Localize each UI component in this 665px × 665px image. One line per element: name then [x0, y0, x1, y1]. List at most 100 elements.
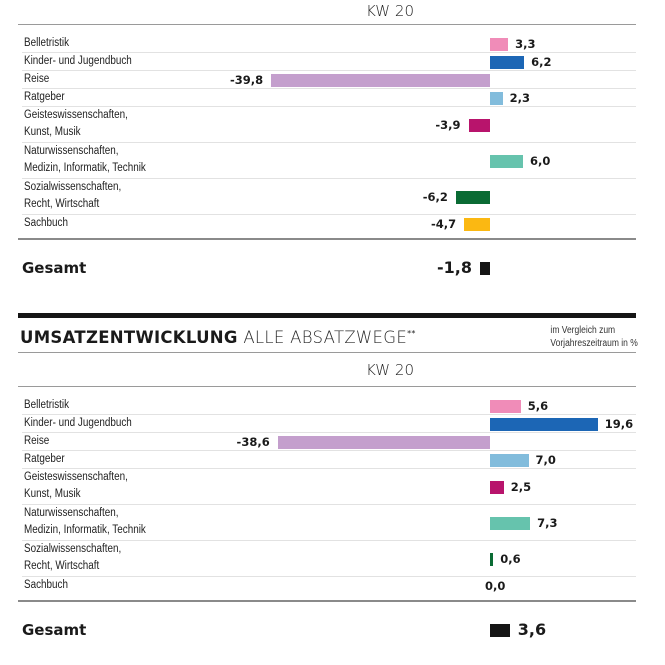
value-label: 0,6 — [500, 551, 521, 566]
bar — [490, 417, 598, 431]
value-label: 6,0 — [530, 153, 551, 168]
category-label-line: Kinder- und Jugendbuch — [24, 55, 132, 67]
value-label: -6,2 — [422, 189, 448, 204]
value-label: -39,8 — [229, 72, 264, 87]
section-separator — [18, 313, 636, 318]
period-label: KW 20 — [366, 2, 414, 20]
row-divider — [22, 414, 636, 415]
category-label-line: Sachbuch — [24, 579, 68, 591]
bar — [271, 73, 490, 87]
bar — [464, 217, 490, 231]
bar — [490, 552, 494, 566]
value-label: 7,3 — [537, 515, 558, 530]
category-label: Kinder- und Jugendbuch — [24, 53, 132, 70]
value-label: 2,5 — [510, 479, 532, 494]
bar — [468, 118, 490, 132]
period-label: KW 20 — [366, 361, 414, 379]
row-divider — [22, 214, 636, 215]
header-rule — [18, 24, 636, 25]
category-label: Reise — [24, 71, 49, 88]
value-label: -3,9 — [435, 117, 461, 132]
category-label-line: Kunst, Musik — [24, 488, 81, 500]
bar — [490, 453, 529, 467]
category-label: Sachbuch — [24, 215, 68, 232]
category-label: Sozialwissenschaften, Recht, Wirtschaft — [24, 541, 121, 575]
row-divider — [22, 178, 636, 179]
category-label-line: Sozialwissenschaften, — [24, 543, 122, 555]
category-label: Kinder- und Jugendbuch — [24, 415, 132, 432]
value-label: 2,3 — [509, 90, 531, 105]
bar — [490, 399, 521, 413]
row-divider — [22, 88, 636, 89]
category-label-line: Naturwissenschaften, — [24, 507, 119, 519]
bar — [277, 435, 490, 449]
category-label: Belletristik — [24, 397, 69, 414]
category-label: Ratgeber — [24, 89, 65, 106]
row-divider — [22, 450, 636, 451]
category-label-line: Belletristik — [24, 37, 70, 49]
note-line-1: im Vergleich zum — [550, 325, 616, 336]
category-label: Reise — [24, 433, 49, 450]
value-label: 6,2 — [531, 54, 552, 69]
category-label: Sachbuch — [24, 577, 68, 594]
row-divider — [22, 540, 636, 541]
row-divider — [22, 106, 636, 107]
row-divider — [22, 70, 636, 71]
category-label-line: Naturwissenschaften, — [24, 145, 119, 157]
category-label-line: Medizin, Informatik, Technik — [24, 162, 146, 174]
category-label: Belletristik — [24, 35, 69, 52]
category-label: Naturwissenschaften, Medizin, Informatik,… — [24, 505, 146, 539]
footer-rule — [18, 600, 636, 602]
category-label: Ratgeber — [24, 451, 65, 468]
category-label-line: Recht, Wirtschaft — [24, 198, 100, 210]
value-label: 19,6 — [604, 416, 634, 431]
category-label-line: Geisteswissenschaften, — [24, 109, 128, 121]
category-label-line: Sozialwissenschaften, — [24, 181, 122, 193]
total-bar — [480, 262, 490, 275]
category-label: Geisteswissenschaften, Kunst, Musik — [24, 107, 128, 141]
category-label-line: Medizin, Informatik, Technik — [24, 524, 146, 536]
category-label-line: Ratgeber — [24, 91, 65, 103]
value-label: 0,0 — [485, 578, 506, 593]
category-label-line: Kunst, Musik — [24, 126, 81, 138]
note-line-2: Vorjahreszeitraum in % — [550, 338, 638, 349]
title-light: ALLE ABSATZWEGE — [243, 328, 408, 347]
comparison-note: im Vergleich zum Vorjahreszeitraum in % — [551, 324, 638, 350]
row-divider — [22, 504, 636, 505]
category-label: Geisteswissenschaften, Kunst, Musik — [24, 469, 128, 503]
category-label-line: Sachbuch — [24, 217, 68, 229]
row-divider — [22, 142, 636, 143]
bar — [490, 154, 523, 168]
category-label: Naturwissenschaften, Medizin, Informatik,… — [24, 143, 146, 177]
category-label-line: Geisteswissenschaften, — [24, 471, 128, 483]
total-bar — [490, 624, 510, 637]
category-label: Sozialwissenschaften, Recht, Wirtschaft — [24, 179, 121, 213]
row-divider — [22, 576, 636, 577]
footer-rule — [18, 238, 636, 240]
title-footnote: ** — [407, 329, 416, 338]
value-label: -4,7 — [431, 216, 457, 231]
value-label: -38,6 — [236, 434, 270, 449]
category-label-line: Reise — [24, 73, 50, 85]
row-divider — [22, 432, 636, 433]
bar — [490, 55, 525, 69]
bar — [490, 37, 509, 51]
header-rule — [18, 386, 636, 387]
bar — [490, 480, 504, 494]
bar — [490, 516, 531, 530]
section-rule — [18, 352, 636, 353]
category-label-line: Reise — [24, 435, 50, 447]
total-value: 3,6 — [517, 620, 547, 639]
category-label-line: Recht, Wirtschaft — [24, 560, 100, 572]
total-label: Gesamt — [22, 621, 87, 639]
total-value: -1,8 — [437, 258, 472, 277]
category-label-line: Belletristik — [24, 399, 70, 411]
row-divider — [22, 468, 636, 469]
row-divider — [22, 52, 636, 53]
value-label: 5,6 — [527, 398, 549, 413]
value-label: 7,0 — [535, 452, 556, 467]
category-label-line: Kinder- und Jugendbuch — [24, 417, 132, 429]
value-label: 3,3 — [515, 36, 536, 51]
bar — [490, 91, 503, 105]
category-label-line: Ratgeber — [24, 453, 65, 465]
